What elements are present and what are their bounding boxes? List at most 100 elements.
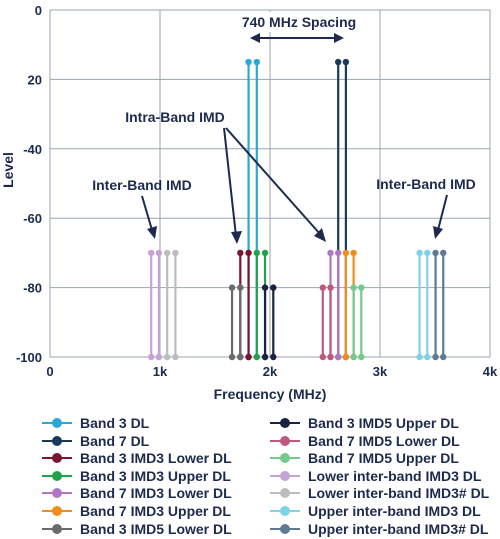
- legend-item: Band 7 IMD5 Lower DL: [268, 432, 460, 450]
- stem-base-marker: [432, 353, 439, 361]
- inter-right-arrow: [437, 194, 448, 231]
- stem-base-marker: [440, 353, 447, 361]
- annotations: 740 MHz Spacing Intra-Band IMD Inter-Ban…: [92, 12, 476, 244]
- stem-base-marker: [253, 353, 260, 361]
- intra-arrow-right: [225, 127, 321, 235]
- legend-label: Upper inter-band IMD3 DL: [308, 503, 481, 519]
- legend-swatch: [40, 504, 74, 518]
- stem-base-marker: [327, 353, 334, 361]
- legend-swatch: [268, 504, 302, 518]
- legend-item: Band 7 IMD3 Upper DL: [40, 502, 231, 520]
- stem-top-marker: [163, 249, 171, 257]
- intra-arrow-right-head: [314, 228, 326, 242]
- legend-swatch: [268, 416, 302, 430]
- legend-label: Lower inter-band IMD3# DL: [308, 485, 490, 502]
- legend-label: Band 7 IMD3 Upper DL: [80, 503, 231, 519]
- legend-item: Band 3 IMD3 Upper DL: [40, 467, 231, 485]
- stem-top-marker: [237, 249, 244, 257]
- stem-top-marker: [172, 249, 179, 257]
- legend-item: Lower inter-band IMD3# DL: [268, 484, 489, 502]
- stem-top-marker: [155, 249, 163, 257]
- stem-top-marker: [253, 249, 260, 257]
- stem-top-marker: [228, 284, 236, 291]
- stem-top-marker: [327, 249, 334, 257]
- legend-swatch: [40, 469, 74, 483]
- legend-swatch-dot: [52, 470, 62, 481]
- x-axis-label: Frequency (MHz): [214, 386, 327, 402]
- stem-base-marker: [424, 353, 431, 361]
- legend-swatch-dot: [280, 488, 290, 499]
- stem-top-marker: [335, 58, 342, 66]
- legend-swatch: [268, 434, 302, 448]
- spacing-label: 740 MHz Spacing: [242, 14, 356, 30]
- legend-label: Band 3 DL: [80, 415, 150, 431]
- stem-top-marker: [440, 249, 447, 257]
- inter-right-arrow-head: [433, 226, 443, 239]
- legend-swatch-dot: [52, 506, 62, 516]
- stem-top-marker: [261, 249, 269, 257]
- stem-top-marker: [327, 284, 334, 291]
- x-axis-ticks: 0 1k 2k 3k 4k: [46, 364, 498, 379]
- legend-item: Upper inter-band IMD3 DL: [268, 502, 481, 520]
- grid-lines: [49, 9, 491, 358]
- legend-label: Band 3 IMD5 Lower DL: [80, 520, 232, 537]
- legend-label: Band 7 IMD5 Lower DL: [308, 432, 460, 449]
- stem-top-marker: [319, 284, 326, 291]
- legend-swatch: [40, 451, 74, 465]
- intra-arrow-left-head: [231, 231, 242, 244]
- legend-swatch-dot: [52, 453, 62, 464]
- stem-base-marker: [319, 353, 326, 361]
- stem-top-marker: [261, 284, 269, 291]
- stem-top-marker: [270, 284, 277, 291]
- stem-base-marker: [335, 353, 342, 361]
- legend-item: Lower inter-band IMD3 DL: [268, 467, 481, 485]
- stem-base-marker: [358, 353, 365, 361]
- stem-top-marker: [350, 284, 357, 291]
- stem-top-marker: [342, 58, 350, 66]
- y-tick-label: 0: [35, 3, 42, 18]
- legend-item: Band 3 IMD5 Lower DL: [40, 520, 232, 538]
- x-tick-label: 4k: [483, 364, 498, 379]
- spacing-arrow-left-head: [250, 33, 260, 43]
- stem-base-marker: [163, 353, 171, 361]
- stem-base-marker: [228, 353, 236, 361]
- legend-swatch: [40, 486, 74, 500]
- legend-swatch-dot: [52, 435, 62, 446]
- stem-top-marker: [416, 249, 423, 257]
- stem-top-marker: [432, 249, 439, 257]
- legend-item: Band 3 DL: [40, 414, 149, 432]
- legend-swatch-dot: [280, 418, 290, 428]
- legend-label: Band 3 IMD3 Lower DL: [80, 450, 232, 467]
- y-tick-label: -60: [23, 211, 42, 226]
- stem-top-marker: [237, 284, 244, 291]
- inter-left-arrow: [141, 195, 153, 231]
- intra-arrow-left: [223, 127, 237, 237]
- y-tick-label: -40: [23, 142, 42, 157]
- legend-label: Band 7 DL: [80, 432, 150, 449]
- legend-item: Band 3 IMD3 Lower DL: [40, 449, 232, 467]
- legend-label: Band 7 IMD5 Upper DL: [308, 450, 459, 467]
- legend-swatch: [40, 522, 74, 536]
- stem-top-marker: [350, 249, 357, 257]
- legend-item: Upper inter-band IMD3# DL: [268, 520, 488, 538]
- stem-top-marker: [245, 249, 252, 257]
- legend-swatch: [268, 451, 302, 465]
- stem-base-marker: [237, 353, 244, 361]
- legend-swatch: [268, 486, 302, 500]
- stem-top-marker: [358, 284, 365, 291]
- x-tick-label: 3k: [373, 364, 388, 379]
- legend-item: Band 7 IMD5 Upper DL: [268, 449, 459, 467]
- legend-swatch: [268, 522, 302, 536]
- legend-label: Upper inter-band IMD3# DL: [308, 520, 489, 537]
- legend-swatch-dot: [52, 488, 62, 499]
- legend-swatch-dot: [52, 523, 62, 534]
- legend-label: Band 3 IMD3 Upper DL: [80, 467, 231, 484]
- legend-swatch-dot: [280, 523, 290, 534]
- stem-top-marker: [342, 249, 350, 257]
- y-tick-label: -100: [16, 350, 42, 365]
- stem-base-marker: [245, 353, 252, 361]
- legend-label: Lower inter-band IMD3 DL: [308, 467, 482, 484]
- stem-top-marker: [245, 58, 252, 66]
- stem-top-marker: [253, 58, 260, 66]
- inter-band-right-label: Inter-Band IMD: [376, 176, 476, 192]
